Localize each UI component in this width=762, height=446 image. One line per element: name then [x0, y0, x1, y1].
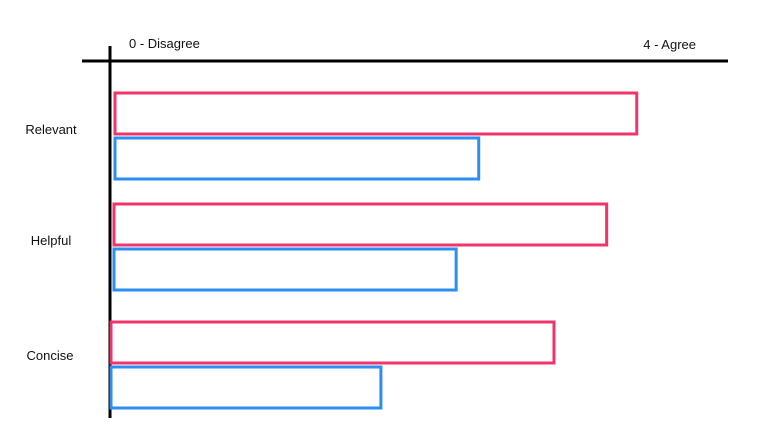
bar-helpful-series-1	[112, 202, 609, 247]
bar-relevant-series-2	[113, 136, 481, 181]
bars-group	[109, 91, 639, 410]
category-label-helpful: Helpful	[31, 233, 72, 248]
x-tick-label-max: 4 - Agree	[643, 37, 696, 52]
category-label-concise: Concise	[27, 348, 74, 363]
category-labels: Relevant Helpful Concise	[25, 122, 77, 363]
bar-concise-series-2	[109, 365, 383, 410]
bar-relevant-series-1	[113, 91, 639, 136]
bar-concise-series-1	[109, 320, 556, 365]
category-label-relevant: Relevant	[25, 122, 77, 137]
bar-helpful-series-2	[112, 247, 458, 292]
x-tick-label-min: 0 - Disagree	[129, 36, 200, 51]
